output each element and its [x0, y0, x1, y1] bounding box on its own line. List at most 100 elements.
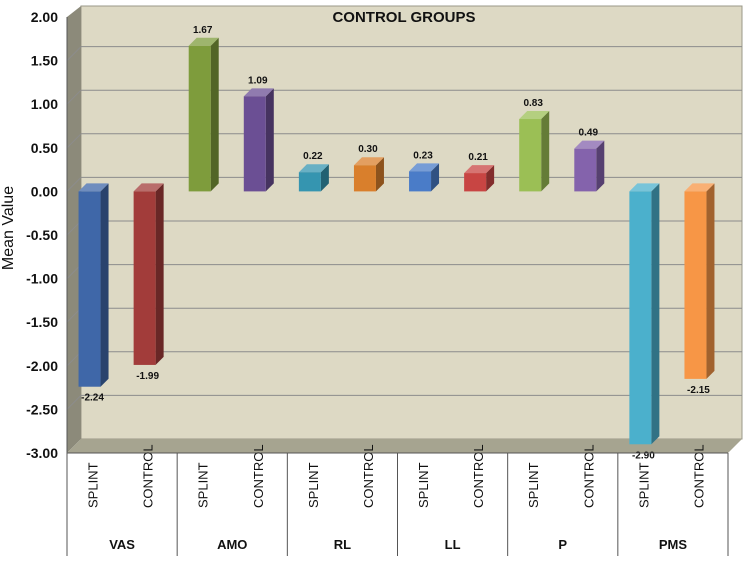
- x-axis: SPLINT CONTROL SPLINT CONTROL SPLINT CONTROL S…: [66, 444, 729, 556]
- x-tick-label: SPLINT: [636, 462, 651, 508]
- value-labels: -2.24 -1.99 1.67 1.09 0.22 0.30 0.23 0.21 0.83 0.…: [81, 25, 710, 462]
- data-label: -2.15: [687, 385, 710, 396]
- bar-top-face: [78, 183, 109, 192]
- group-label: AMO: [217, 537, 247, 552]
- x-tick-label: SPLINT: [196, 462, 211, 508]
- bar-front-face: [519, 119, 542, 192]
- data-label: 0.83: [523, 98, 543, 109]
- bar-top-face: [409, 163, 440, 172]
- bar-amo-control: [243, 88, 274, 192]
- bar-p-control: [574, 140, 605, 192]
- gridline-side: [66, 133, 82, 149]
- x-tick-label: CONTROL: [691, 444, 706, 508]
- bar-vas-splint: [78, 183, 109, 387]
- x-tick-label: SPLINT: [306, 462, 321, 508]
- bar-side-face: [706, 183, 715, 379]
- data-label: -1.99: [136, 371, 159, 382]
- side-wall: [67, 6, 81, 453]
- bar-top-face: [464, 165, 495, 174]
- y-tick-label: -0.50: [26, 227, 58, 243]
- bar-top-face: [684, 183, 715, 192]
- bar-front-face: [243, 96, 266, 192]
- bar-ll-splint: [409, 163, 440, 192]
- bar-vas-control: [133, 183, 164, 365]
- bar-amo-splint: [188, 37, 219, 192]
- y-tick-label: -2.00: [26, 358, 58, 374]
- gridline-side: [66, 177, 82, 192]
- bar-top-face: [629, 183, 660, 192]
- x-tick-label: CONTROL: [251, 444, 266, 508]
- bar-front-face: [133, 191, 156, 365]
- bar-top-face: [188, 37, 219, 46]
- bar-front-face: [353, 165, 376, 192]
- bar-top-face: [353, 157, 384, 166]
- bar-side-face: [486, 165, 495, 192]
- data-label: 0.30: [358, 144, 378, 155]
- bar-top-face: [519, 111, 550, 120]
- bar-side-face: [541, 111, 550, 192]
- y-tick-label: 0.00: [31, 183, 58, 199]
- y-axis-label: Mean Value: [0, 186, 17, 270]
- y-tick-label: -1.50: [26, 314, 58, 330]
- x-tick-label: SPLINT: [526, 462, 541, 508]
- x-tick-label: CONTROL: [581, 444, 596, 508]
- group-label: P: [558, 537, 567, 552]
- y-tick-label: -3.00: [26, 445, 58, 461]
- x-tick-label: SPLINT: [86, 462, 101, 508]
- bar-top-face: [133, 183, 164, 192]
- bar-side-face: [651, 183, 660, 445]
- group-label: LL: [445, 537, 461, 552]
- group-label: VAS: [109, 537, 135, 552]
- bar-front-face: [409, 171, 432, 192]
- bar-side-face: [265, 88, 274, 192]
- x-tick-label: CONTROL: [471, 444, 486, 508]
- bar-top-face: [574, 140, 605, 149]
- y-tick-label: 1.50: [31, 53, 58, 69]
- gridline-side: [66, 395, 82, 410]
- bar-p-splint: [519, 111, 550, 192]
- y-tick-label: 2.00: [31, 9, 58, 25]
- data-label: 0.22: [303, 151, 323, 162]
- bar-rl-control: [353, 157, 384, 192]
- y-tick-label: 0.50: [31, 140, 58, 156]
- gridline-side: [66, 46, 82, 61]
- gridline-side: [66, 89, 82, 105]
- data-label: 1.09: [248, 75, 268, 86]
- bar-ll-control: [464, 165, 495, 192]
- bar-side-face: [100, 183, 109, 387]
- bar-pms-control: [684, 183, 715, 379]
- bar-side-face: [155, 183, 164, 365]
- bar-front-face: [298, 172, 321, 192]
- group-label: RL: [334, 537, 351, 552]
- bar-side-face: [596, 140, 605, 192]
- y-tick-label: 1.00: [31, 96, 58, 112]
- data-label: -2.24: [81, 393, 104, 404]
- data-label: 0.49: [579, 128, 599, 139]
- bar-front-face: [684, 191, 707, 379]
- x-tick-label: CONTROL: [361, 444, 376, 508]
- data-label: -2.90: [632, 450, 655, 461]
- bar-top-face: [243, 88, 274, 97]
- bars: [78, 37, 715, 445]
- data-label: 1.67: [193, 25, 213, 36]
- bar-rl-splint: [298, 164, 329, 192]
- bar-side-face: [210, 37, 219, 192]
- bar-pms-splint: [629, 183, 660, 445]
- bar-front-face: [629, 191, 652, 445]
- data-label: 0.21: [468, 152, 488, 163]
- y-tick-label: -2.50: [26, 401, 58, 417]
- bar-front-face: [464, 173, 487, 192]
- x-tick-label: CONTROL: [141, 444, 156, 508]
- bar-front-face: [574, 148, 597, 192]
- bar-side-face: [375, 157, 384, 192]
- chart-title: CONTROL GROUPS: [332, 9, 475, 26]
- x-tick-label: SPLINT: [416, 462, 431, 508]
- bar-front-face: [188, 45, 211, 192]
- bar-top-face: [298, 164, 329, 173]
- y-tick-label: -1.00: [26, 271, 58, 287]
- bar-front-face: [78, 191, 101, 387]
- group-label: PMS: [659, 537, 688, 552]
- bar-side-face: [320, 164, 329, 192]
